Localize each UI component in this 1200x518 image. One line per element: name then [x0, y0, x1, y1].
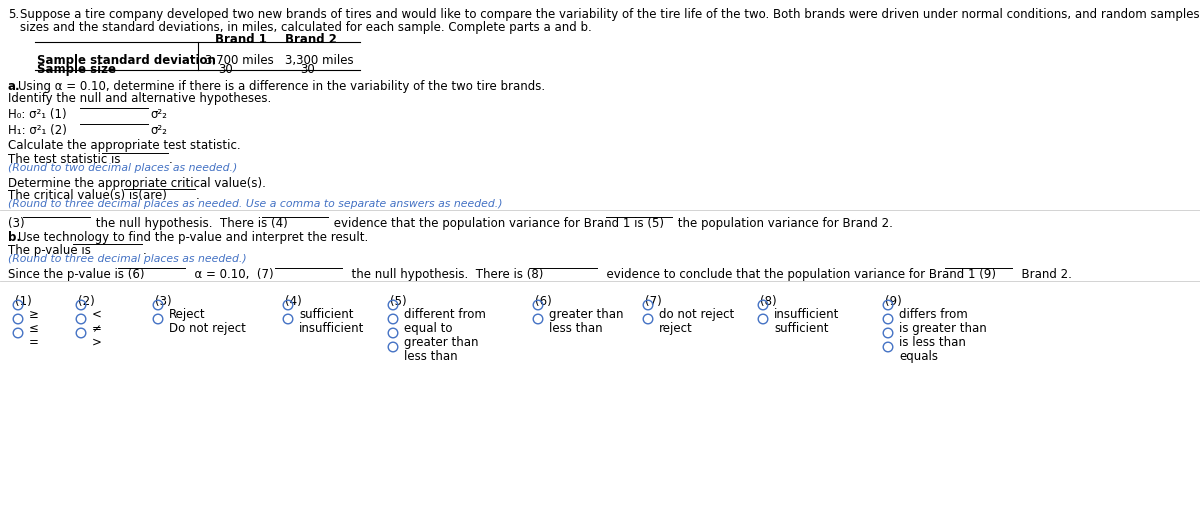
Text: (3): (3) — [155, 295, 172, 308]
Text: evidence that the population variance for Brand 1 is (5): evidence that the population variance fo… — [330, 217, 664, 230]
Text: ≠: ≠ — [92, 322, 102, 335]
Text: equal to: equal to — [404, 322, 452, 335]
Text: (7): (7) — [646, 295, 661, 308]
Text: α = 0.10,  (7): α = 0.10, (7) — [187, 268, 277, 281]
Text: less than: less than — [550, 322, 602, 335]
Text: (5): (5) — [390, 295, 407, 308]
Text: H₁: σ²₁ (2): H₁: σ²₁ (2) — [8, 124, 67, 137]
Text: (Round to three decimal places as needed. Use a comma to separate answers as nee: (Round to three decimal places as needed… — [8, 199, 503, 209]
Text: do not reject: do not reject — [659, 308, 734, 321]
Text: Sample size: Sample size — [37, 63, 116, 76]
Text: (4): (4) — [286, 295, 301, 308]
Text: .: . — [143, 244, 146, 257]
Text: Suppose a tire company developed two new brands of tires and would like to compa: Suppose a tire company developed two new… — [20, 8, 1200, 21]
Text: sizes and the standard deviations, in miles, calculated for each sample. Complet: sizes and the standard deviations, in mi… — [20, 21, 592, 34]
Text: 3,300 miles: 3,300 miles — [286, 54, 354, 67]
Text: Reject: Reject — [169, 308, 205, 321]
Text: Brand 1: Brand 1 — [215, 33, 266, 46]
Text: 3,700 miles: 3,700 miles — [205, 54, 274, 67]
Text: reject: reject — [659, 322, 692, 335]
Text: (9): (9) — [886, 295, 901, 308]
Text: (6): (6) — [535, 295, 552, 308]
Text: differs from: differs from — [899, 308, 967, 321]
Text: .: . — [196, 189, 199, 202]
Text: 5.: 5. — [8, 8, 19, 21]
Text: H₀: σ²₁ (1): H₀: σ²₁ (1) — [8, 108, 67, 121]
Text: ≥: ≥ — [29, 308, 38, 321]
Text: the population variance for Brand 2.: the population variance for Brand 2. — [674, 217, 893, 230]
Text: 30: 30 — [218, 63, 233, 76]
Text: (2): (2) — [78, 295, 95, 308]
Text: σ²₂: σ²₂ — [150, 124, 167, 137]
Text: The p-value is: The p-value is — [8, 244, 95, 257]
Text: Using α = 0.10, determine if there is a difference in the variability of the two: Using α = 0.10, determine if there is a … — [18, 80, 545, 93]
Text: a.: a. — [8, 80, 20, 93]
Text: (1): (1) — [14, 295, 31, 308]
Text: .: . — [169, 153, 173, 166]
Text: different from: different from — [404, 308, 486, 321]
Text: 30: 30 — [300, 63, 314, 76]
Text: (Round to two decimal places as needed.): (Round to two decimal places as needed.) — [8, 163, 238, 173]
Text: Brand 2.: Brand 2. — [1014, 268, 1072, 281]
Text: the null hypothesis.  There is (4): the null hypothesis. There is (4) — [92, 217, 288, 230]
Text: is less than: is less than — [899, 336, 966, 349]
Text: Calculate the appropriate test statistic.: Calculate the appropriate test statistic… — [8, 139, 241, 152]
Text: The test statistic is: The test statistic is — [8, 153, 125, 166]
Text: σ²₂: σ²₂ — [150, 108, 167, 121]
Text: (8): (8) — [760, 295, 776, 308]
Text: the null hypothesis.  There is (8): the null hypothesis. There is (8) — [344, 268, 547, 281]
Text: Determine the appropriate critical value(s).: Determine the appropriate critical value… — [8, 177, 266, 190]
Text: evidence to conclude that the population variance for Brand 1 (9): evidence to conclude that the population… — [599, 268, 1000, 281]
Text: equals: equals — [899, 350, 938, 363]
Text: <: < — [92, 308, 102, 321]
Text: =: = — [29, 336, 38, 349]
Text: insufficient: insufficient — [299, 322, 365, 335]
Text: Do not reject: Do not reject — [169, 322, 246, 335]
Text: ≤: ≤ — [29, 322, 38, 335]
Text: >: > — [92, 336, 102, 349]
Text: Brand 2: Brand 2 — [286, 33, 337, 46]
Text: b.: b. — [8, 231, 22, 244]
Text: (Round to three decimal places as needed.): (Round to three decimal places as needed… — [8, 254, 247, 264]
Text: sufficient: sufficient — [299, 308, 354, 321]
Text: sufficient: sufficient — [774, 322, 828, 335]
Text: The critical value(s) is(are): The critical value(s) is(are) — [8, 189, 170, 202]
Text: Sample standard deviation: Sample standard deviation — [37, 54, 216, 67]
Text: greater than: greater than — [404, 336, 479, 349]
Text: Identify the null and alternative hypotheses.: Identify the null and alternative hypoth… — [8, 92, 271, 105]
Text: greater than: greater than — [550, 308, 624, 321]
Text: Since the p-value is (6): Since the p-value is (6) — [8, 268, 149, 281]
Text: (3): (3) — [8, 217, 29, 230]
Text: less than: less than — [404, 350, 457, 363]
Text: is greater than: is greater than — [899, 322, 986, 335]
Text: Use technology to find the p-value and interpret the result.: Use technology to find the p-value and i… — [18, 231, 368, 244]
Text: insufficient: insufficient — [774, 308, 839, 321]
